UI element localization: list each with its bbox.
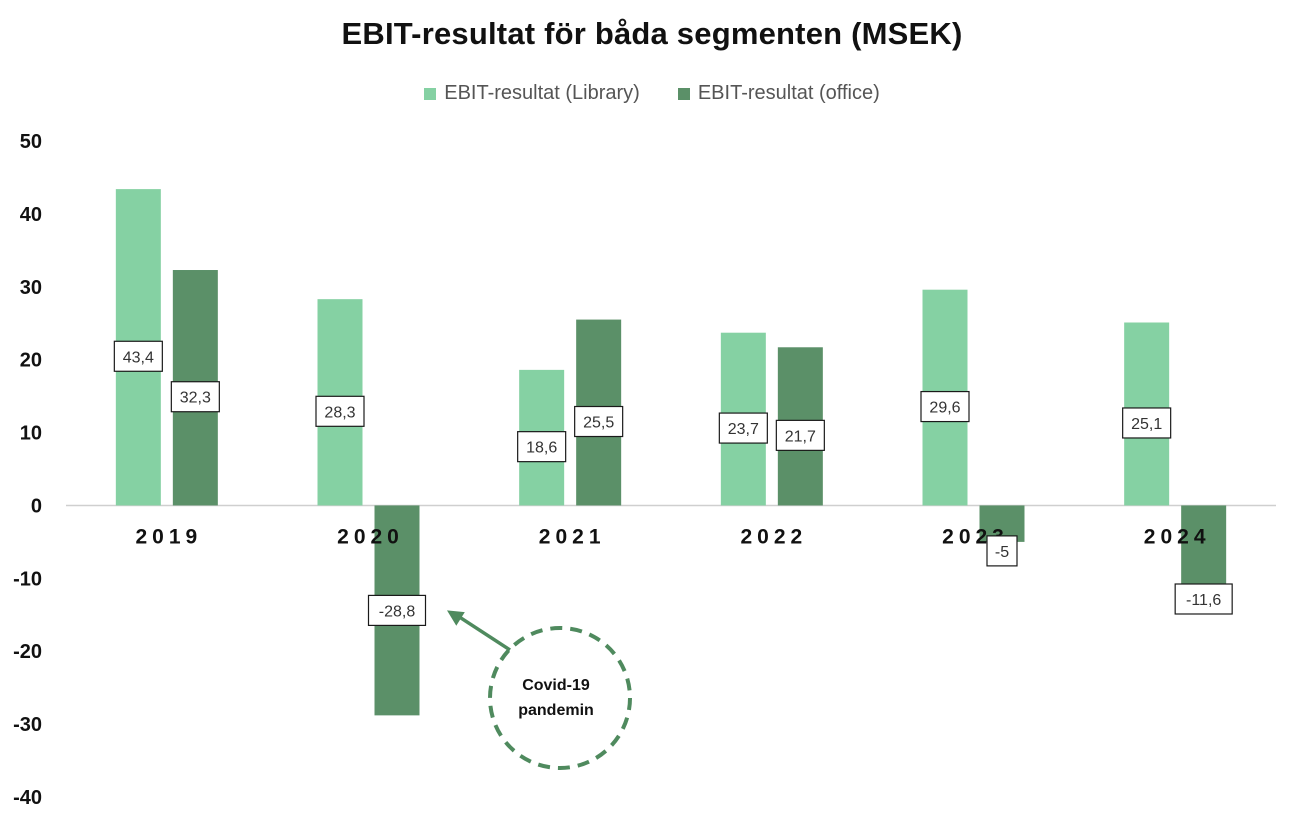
annotation-text: Covid-19 — [522, 677, 590, 694]
data-label-box-library-2019 — [113, 340, 163, 372]
data-label-library-2024: 25,1 — [1131, 416, 1162, 433]
chart-title: EBIT-resultat för båda segmenten (MSEK) — [341, 16, 963, 51]
data-label-library-2022: 23,7 — [728, 421, 759, 438]
legend-label-office: EBIT-resultat (office) — [697, 82, 880, 104]
y-tick-label: -40 — [13, 787, 42, 809]
data-label-office-2021: 25,5 — [583, 415, 614, 432]
data-label-library-2023: 29,6 — [929, 400, 960, 417]
data-label-library-2021: 18,6 — [526, 440, 557, 457]
data-label-box-library-2020 — [315, 395, 365, 427]
x-tick-label: 2019 — [135, 525, 202, 548]
legend-swatch-library — [424, 87, 437, 100]
data-label-box-library-2021 — [517, 431, 567, 463]
legend-item-office: EBIT-resultat (office) — [677, 82, 880, 105]
x-tick-label: 2020 — [337, 525, 404, 548]
data-label-box-library-2022 — [718, 412, 768, 444]
data-label-box-office-2021 — [574, 405, 624, 438]
legend: EBIT-resultat (Library) EBIT-resultat (o… — [0, 82, 1304, 105]
x-tick-label: 2021 — [539, 525, 606, 548]
data-label-box-office-2022 — [775, 419, 825, 451]
data-label-box-library-2024 — [1122, 407, 1172, 439]
y-tick-label: -20 — [13, 641, 42, 663]
legend-label-library: EBIT-resultat (Library) — [444, 82, 640, 104]
y-tick-label: -30 — [13, 714, 42, 736]
annotation-arrow-line — [456, 613, 511, 652]
data-label-box-office-2023 — [986, 535, 1018, 567]
bar-office-2024 — [1181, 505, 1227, 590]
data-label-box-office-2024 — [1174, 583, 1233, 615]
data-label-library-2019: 43,4 — [123, 349, 154, 366]
legend-swatch-office — [677, 87, 690, 100]
y-tick-label: 50 — [20, 131, 42, 153]
data-label-office-2019: 32,3 — [180, 390, 211, 407]
y-tick-label: 30 — [20, 277, 42, 299]
data-label-box-office-2020 — [367, 594, 427, 627]
data-label-office-2024: -11,6 — [1186, 592, 1221, 609]
x-tick-label: 2022 — [740, 525, 807, 548]
y-tick-label: -10 — [13, 568, 42, 590]
data-label-office-2023: -5 — [995, 544, 1009, 561]
data-label-box-office-2019 — [170, 381, 220, 413]
legend-item-library: EBIT-resultat (Library) — [424, 82, 640, 105]
data-label-box-library-2023 — [920, 390, 970, 423]
y-tick-label: 20 — [20, 350, 42, 372]
y-tick-label: 40 — [20, 204, 42, 226]
annotation-text: pandemin — [518, 702, 594, 719]
data-label-library-2020: 28,3 — [324, 404, 355, 421]
annotation-circle — [488, 626, 632, 770]
data-label-office-2022: 21,7 — [785, 428, 816, 445]
annotation-arrow-head — [447, 610, 465, 626]
y-tick-label: 0 — [31, 495, 42, 517]
data-label-office-2020: -28,8 — [379, 603, 416, 620]
x-tick-label: 2024 — [1144, 525, 1211, 548]
y-tick-label: 10 — [20, 423, 42, 445]
